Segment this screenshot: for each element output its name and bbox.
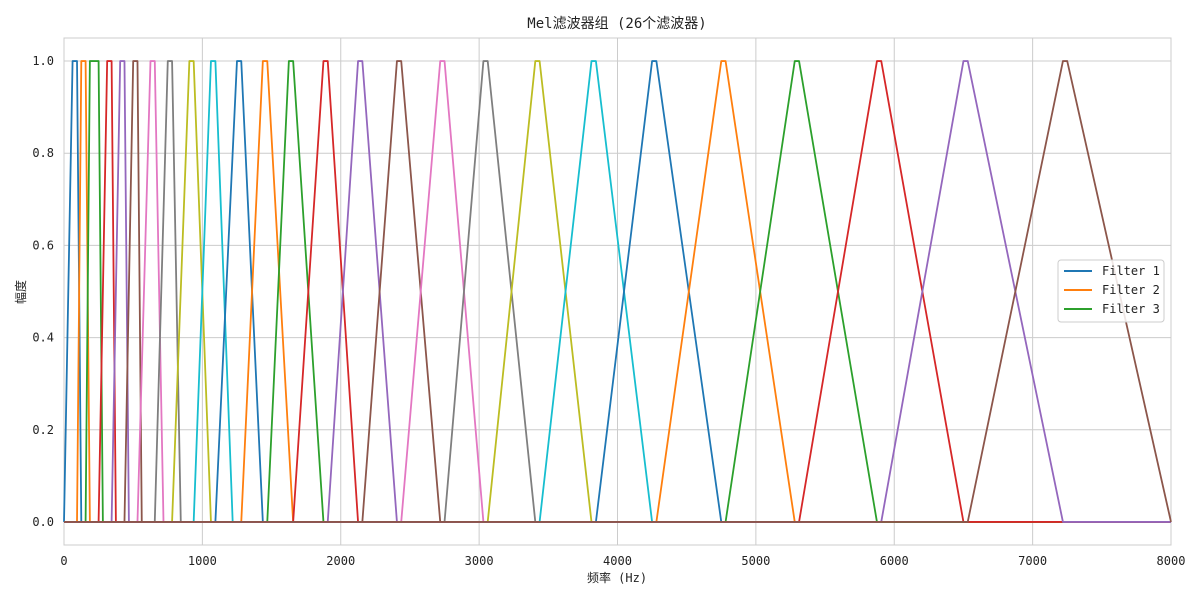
plot-area-border xyxy=(63,37,1172,546)
y-tick-label-5: 1.0 xyxy=(32,54,54,68)
legend-label-2: Filter 2 xyxy=(1102,283,1160,297)
legend-box xyxy=(1057,259,1165,323)
y-tick-label-2: 0.4 xyxy=(32,331,54,345)
filter-line-26 xyxy=(64,60,1172,523)
x-tick-label-2: 2000 xyxy=(326,554,355,568)
x-tick-label-1: 1000 xyxy=(188,554,217,568)
y-tick-label-1: 0.2 xyxy=(32,423,54,437)
y-axis-label: 幅度 xyxy=(13,280,28,304)
x-axis-ticks: 0 1000 2000 3000 4000 5000 6000 7000 8000 xyxy=(60,554,1185,568)
x-tick-label-6: 6000 xyxy=(880,554,909,568)
y-tick-label-4: 0.8 xyxy=(32,146,54,160)
x-tick-label-8: 8000 xyxy=(1157,554,1186,568)
chart-title: Mel滤波器组 (26个滤波器) xyxy=(527,16,706,32)
x-axis-label: 频率 (Hz) xyxy=(587,570,647,585)
y-axis-ticks: 0.0 0.2 0.4 0.6 0.8 1.0 xyxy=(32,54,54,529)
x-tick-label-5: 5000 xyxy=(741,554,770,568)
x-tick-label-3: 3000 xyxy=(465,554,494,568)
y-tick-label-0: 0.0 xyxy=(32,515,54,529)
x-tick-label-7: 7000 xyxy=(1018,554,1047,568)
plot-frame xyxy=(63,37,1172,546)
x-tick-label-4: 4000 xyxy=(603,554,632,568)
y-tick-label-3: 0.6 xyxy=(32,238,54,252)
legend-label-1: Filter 1 xyxy=(1102,264,1160,278)
legend: Filter 1 Filter 2 Filter 3 xyxy=(1057,259,1165,323)
series-group xyxy=(63,60,1172,523)
x-tick-label-0: 0 xyxy=(60,554,67,568)
legend-label-3: Filter 3 xyxy=(1102,302,1160,316)
